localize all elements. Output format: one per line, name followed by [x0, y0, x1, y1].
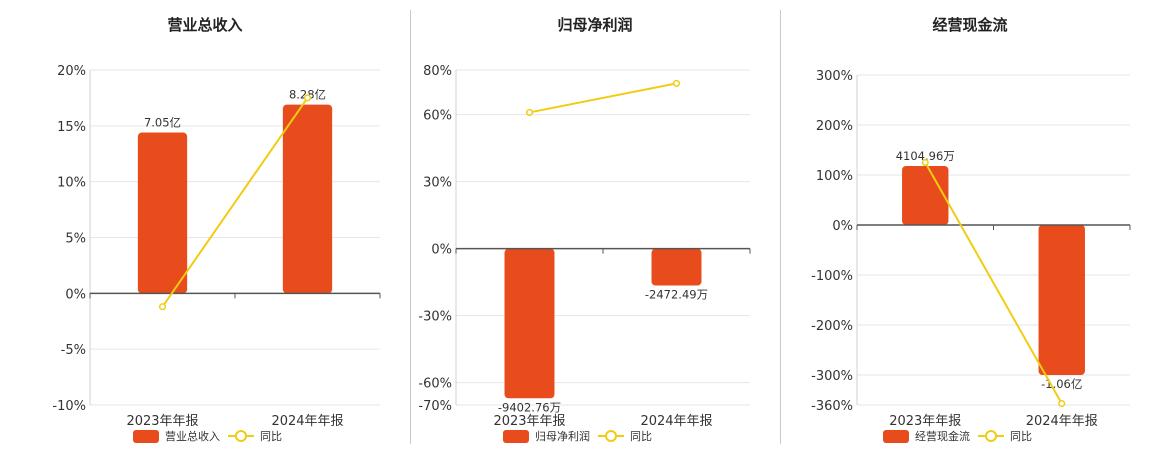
- x-tick-label: 2023年年报: [889, 414, 961, 429]
- yoy-point: [525, 108, 534, 116]
- chart-panel-cashflow: 经营现金流 300% 200% 100% 0% -100% -200% -300% -360%…: [780, 0, 1160, 450]
- y-tick-label: 30%: [423, 176, 452, 191]
- chart-title: 经营现金流: [932, 16, 1008, 34]
- panel-divider: [780, 10, 781, 444]
- yoy-point: [672, 79, 681, 87]
- legend-bar-label: 营业总收入: [165, 430, 220, 443]
- yoy-point: [1058, 399, 1066, 408]
- y-tick-label: 200%: [816, 119, 853, 134]
- legend-line-marker: [228, 429, 254, 443]
- y-tick-label: 5%: [65, 232, 86, 247]
- yoy-point: [303, 94, 312, 102]
- chart-svg: 300% 200% 100% 0% -100% -200% -300% -360% 4104.9…: [811, 69, 1131, 429]
- y-tick-label: -100%: [811, 269, 853, 284]
- y-tick-label: 80%: [423, 64, 452, 79]
- legend-line-marker: [978, 429, 1004, 443]
- y-tick-label: 0%: [431, 243, 452, 258]
- y-tick-label: -70%: [418, 399, 452, 414]
- legend-line-marker: [598, 429, 624, 443]
- x-tick-label: 2024年年报: [271, 414, 343, 429]
- legend-line-label: 同比: [630, 430, 652, 443]
- legend-bar-swatch: [133, 429, 159, 443]
- chart-title: 营业总收入: [167, 16, 243, 34]
- y-tick-label: -10%: [52, 399, 86, 414]
- legend: 归母净利润 同比: [503, 428, 652, 444]
- legend-bar-swatch: [883, 429, 909, 443]
- yoy-line: [924, 162, 1063, 404]
- legend: 营业总收入 同比: [133, 428, 282, 444]
- y-tick-label: 0%: [832, 219, 853, 234]
- bar-data-label: 7.05亿: [144, 116, 181, 130]
- bar-data-label: 4104.96万: [896, 149, 955, 163]
- yoy-line: [161, 97, 309, 308]
- bar-data-label: -1.06亿: [1041, 377, 1082, 391]
- chart-svg: 80% 60% 30% 0% -30% -60% -70% -9402.76万 -2472.49…: [418, 64, 751, 429]
- y-tick-label: 20%: [57, 64, 86, 79]
- bar: [902, 166, 949, 225]
- chart-svg: 20%15%10%5%0%-5%-10%7.05亿8.28亿2023年年报202…: [52, 64, 381, 429]
- legend-line-label: 同比: [1010, 430, 1032, 443]
- bar: [1038, 225, 1085, 375]
- legend: 经营现金流 同比: [883, 428, 1032, 444]
- y-tick-label: 100%: [816, 169, 853, 184]
- bar: [282, 104, 333, 294]
- bar: [651, 248, 702, 286]
- legend-bar-label: 归母净利润: [535, 430, 590, 443]
- legend-bar-label: 经营现金流: [915, 430, 970, 443]
- bar: [137, 132, 188, 294]
- bar: [504, 248, 555, 399]
- bar-data-label: -2472.49万: [645, 288, 708, 302]
- y-tick-label: -30%: [418, 310, 452, 325]
- x-tick-label: 2024年年报: [1026, 414, 1098, 429]
- y-tick-label: -5%: [61, 343, 86, 358]
- y-tick-label: 60%: [423, 109, 452, 124]
- chart-panel-net-profit: 归母净利润 80% 60% 30% 0% -30% -60% -70% -9402.76万 -2…: [410, 0, 780, 450]
- yoy-point: [921, 158, 929, 167]
- bar-data-label: -9402.76万: [498, 400, 561, 414]
- x-tick-label: 2024年年报: [640, 414, 712, 429]
- y-tick-label: 300%: [816, 69, 853, 84]
- chart-panel-revenue: 营业总收入 20%15%10%5%0%-5%-10%7.05亿8.28亿2023…: [0, 0, 410, 450]
- legend-bar-swatch: [503, 429, 529, 443]
- legend-line-label: 同比: [260, 430, 282, 443]
- y-tick-label: 10%: [57, 176, 86, 191]
- yoy-point: [158, 303, 167, 311]
- y-tick-label: 15%: [57, 120, 86, 135]
- yoy-line: [529, 82, 677, 114]
- y-tick-label: -200%: [811, 319, 853, 334]
- y-tick-label: -300%: [811, 369, 853, 384]
- chart-title: 归母净利润: [557, 16, 633, 34]
- x-tick-label: 2023年年报: [493, 414, 565, 429]
- panel-divider: [410, 10, 411, 444]
- x-tick-label: 2023年年报: [126, 414, 198, 429]
- y-tick-label: 0%: [65, 287, 86, 302]
- y-tick-label: -360%: [811, 399, 853, 414]
- y-tick-label: -60%: [418, 377, 452, 392]
